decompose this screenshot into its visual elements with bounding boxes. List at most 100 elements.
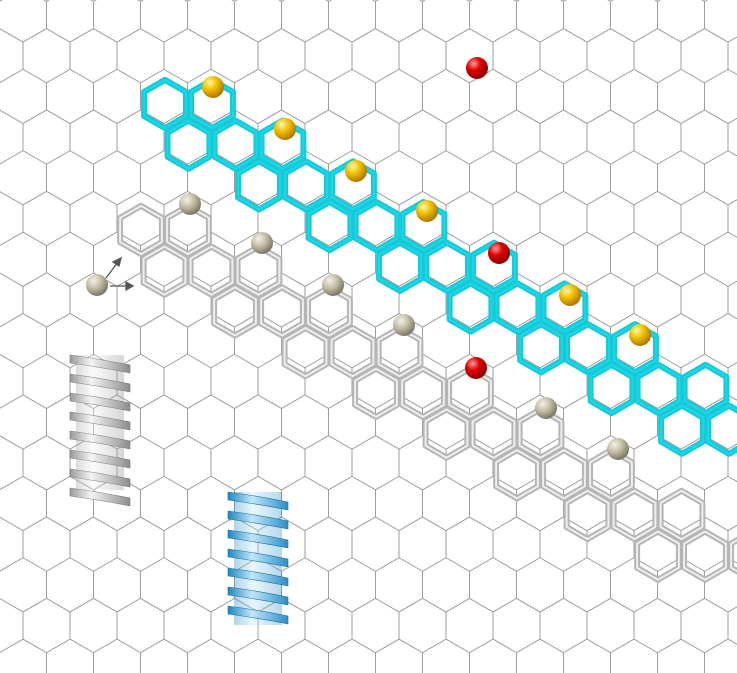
lattice-hex — [563, 231, 611, 287]
lattice-hex — [680, 272, 729, 328]
tan-atom — [86, 274, 108, 296]
lattice-hex — [0, 0, 3, 2]
lattice-hex — [657, 0, 705, 43]
lattice-hex — [422, 313, 470, 369]
yellow-atom — [559, 284, 581, 306]
ribbon-hex — [542, 282, 587, 333]
lattice-hex — [140, 475, 188, 532]
lattice-hex — [563, 68, 611, 124]
lattice-hex — [375, 475, 423, 532]
lattice-hex — [563, 150, 611, 206]
ribbon-hex-shadow — [305, 199, 354, 254]
lattice-hex — [281, 231, 329, 287]
ribbon-hex-shadow — [234, 243, 283, 298]
lattice-hex — [281, 68, 329, 124]
lattice-hex — [657, 638, 705, 673]
lattice-hex — [69, 28, 118, 84]
helix-turn — [69, 392, 131, 412]
ribbon-hex — [119, 204, 163, 256]
lattice-hex — [257, 353, 306, 409]
lattice-hex — [633, 28, 682, 84]
lattice-hex — [704, 0, 737, 43]
lattice-hex — [586, 190, 635, 247]
lattice-hex — [727, 36, 737, 75]
ribbon-hex-shadow — [681, 361, 730, 417]
lattice-hex — [234, 394, 282, 450]
lattice-hex — [680, 109, 729, 165]
lattice-hex — [22, 597, 71, 654]
lattice-hex — [445, 516, 494, 572]
lattice-hex — [375, 638, 423, 673]
lattice-hex — [633, 109, 682, 165]
tan-atom — [322, 274, 344, 296]
lattice-hex — [281, 394, 329, 450]
lattice-hex — [398, 435, 447, 491]
lattice-hex — [351, 516, 400, 572]
ribbon-hex — [660, 404, 704, 455]
lattice-hex — [116, 109, 165, 165]
helices — [69, 354, 289, 625]
lattice-hex — [0, 231, 47, 287]
lattice-hex — [657, 313, 705, 369]
yellow-atom — [629, 324, 651, 346]
lattice-hex — [633, 190, 682, 247]
lattice-hex — [492, 109, 541, 165]
lattice-hex — [140, 0, 188, 43]
yellow-atom — [202, 76, 224, 98]
arrow-head — [125, 280, 135, 292]
arrows — [105, 256, 135, 292]
lattice-hex — [281, 557, 329, 613]
lattice-hex — [422, 68, 470, 124]
lattice-hex — [116, 28, 165, 84]
ribbon-hex — [495, 282, 540, 333]
lattice-hex — [422, 638, 470, 673]
lattice-hex — [69, 597, 118, 654]
ribbon-hex-shadow — [211, 284, 259, 339]
lattice-hex — [328, 475, 376, 532]
lattice-hex — [46, 231, 94, 287]
lattice-hex — [422, 150, 470, 206]
lattice-hex — [680, 28, 729, 84]
ribbon-hex — [354, 367, 398, 418]
lattice-hex — [69, 190, 118, 247]
lattice-hex — [563, 394, 611, 450]
ribbon-hex-shadow — [352, 199, 401, 254]
lattice-hex — [163, 435, 212, 491]
ribbon-hex — [683, 363, 728, 415]
ribbon-hex-shadow — [211, 117, 260, 172]
lattice-hex — [727, 606, 737, 645]
helix-turn — [69, 468, 131, 488]
ribbon-hex — [166, 119, 211, 170]
lattice-hex — [704, 475, 737, 532]
red-atom — [466, 57, 488, 79]
lattice-hex — [422, 475, 470, 532]
lattice-hex — [351, 109, 400, 165]
lattice-hex — [22, 516, 71, 572]
lattice-hex — [586, 597, 635, 654]
lattice-hex — [351, 28, 400, 84]
helix-turn — [227, 548, 289, 568]
lattice-hex — [140, 638, 188, 673]
lattice-hex — [469, 638, 517, 673]
ribbon-hex — [683, 530, 727, 581]
lattice-hex — [586, 28, 635, 84]
ribbon-hex-shadow — [399, 365, 447, 420]
ribbon-hex-shadow — [187, 243, 236, 298]
lattice-hex — [210, 353, 259, 409]
ribbon-hex — [354, 201, 399, 252]
lattice-hex — [46, 557, 94, 613]
helix-turn — [69, 487, 131, 507]
lattice-hex — [633, 435, 682, 491]
helix-turn — [227, 605, 289, 625]
ribbon-hex — [613, 323, 657, 374]
lattice-hex — [492, 597, 541, 654]
lattice-hex — [22, 272, 71, 328]
lattice-hex — [234, 68, 282, 124]
lattice-hex — [680, 597, 729, 654]
ribbon-hex — [542, 449, 586, 500]
helix-turn — [69, 411, 131, 431]
helix-turn — [227, 529, 289, 549]
lattice-hex — [304, 28, 353, 84]
lattice-hex — [328, 557, 376, 613]
lattice-hex — [516, 150, 564, 206]
